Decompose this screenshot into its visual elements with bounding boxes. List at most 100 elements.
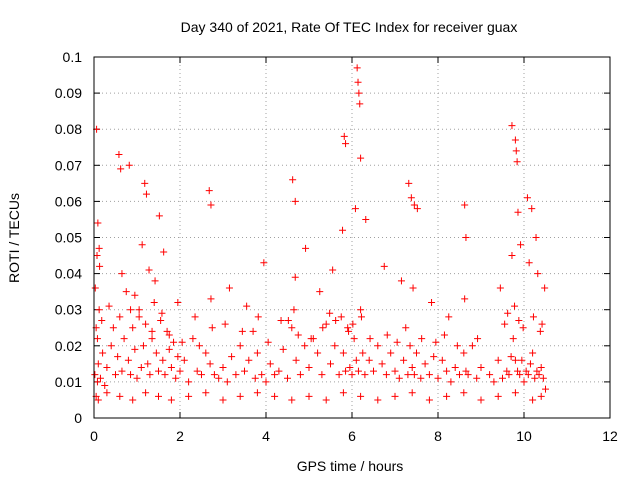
- data-point: [443, 367, 451, 375]
- x-tick-label: 2: [176, 428, 184, 444]
- data-point: [238, 327, 246, 335]
- data-point: [205, 187, 213, 195]
- data-point: [236, 342, 244, 350]
- data-point: [462, 367, 470, 375]
- x-tick-label: 10: [516, 428, 532, 444]
- data-point: [524, 371, 532, 379]
- data-point: [116, 313, 124, 321]
- data-point: [513, 158, 521, 166]
- data-point: [271, 392, 279, 400]
- y-tick-label: 0.05: [55, 230, 82, 246]
- data-point: [208, 324, 216, 332]
- data-point: [505, 371, 513, 379]
- data-point: [150, 298, 158, 306]
- data-point: [438, 356, 446, 364]
- data-point: [314, 349, 322, 357]
- x-tick-label: 8: [434, 428, 442, 444]
- chart-title: Day 340 of 2021, Rate Of TEC Index for r…: [181, 19, 518, 35]
- data-point: [395, 374, 403, 382]
- data-point: [533, 367, 541, 375]
- data-point: [407, 194, 415, 202]
- data-point: [305, 363, 313, 371]
- data-point: [342, 140, 350, 148]
- data-point: [96, 262, 104, 270]
- data-point: [167, 396, 175, 404]
- data-point: [249, 327, 257, 335]
- data-point: [253, 389, 261, 397]
- y-tick-label: 0.07: [55, 157, 82, 173]
- data-point: [91, 284, 99, 292]
- data-point: [335, 371, 343, 379]
- data-point: [135, 306, 143, 314]
- data-point: [409, 284, 417, 292]
- data-point: [354, 78, 362, 86]
- data-point: [529, 349, 537, 357]
- data-point: [221, 320, 229, 328]
- data-point: [161, 371, 169, 379]
- data-point: [99, 349, 107, 357]
- x-axis-label: GPS time / hours: [297, 458, 404, 474]
- data-point: [357, 313, 365, 321]
- data-point: [236, 392, 244, 400]
- data-point: [145, 266, 153, 274]
- data-point: [122, 288, 130, 296]
- data-point: [202, 389, 210, 397]
- plot-frame: [93, 56, 611, 419]
- data-point: [115, 150, 123, 158]
- data-point: [348, 371, 356, 379]
- data-point: [434, 374, 442, 382]
- data-point: [352, 356, 360, 364]
- data-point: [189, 335, 197, 343]
- data-point: [355, 89, 363, 97]
- data-point: [326, 309, 334, 317]
- y-tick-label: 0.03: [55, 302, 82, 318]
- data-point: [98, 317, 106, 325]
- data-point: [180, 356, 188, 364]
- data-point: [158, 309, 166, 317]
- data-point: [322, 320, 330, 328]
- data-point: [494, 392, 502, 400]
- data-point: [103, 363, 111, 371]
- data-point: [107, 342, 115, 350]
- data-point: [210, 371, 218, 379]
- data-point: [383, 331, 391, 339]
- data-point: [294, 331, 302, 339]
- data-point: [157, 317, 165, 325]
- data-point: [526, 360, 534, 368]
- data-point: [461, 295, 469, 303]
- y-tick-label: 0.08: [55, 121, 82, 137]
- data-point: [499, 374, 506, 382]
- data-point: [207, 201, 215, 209]
- data-point: [342, 367, 350, 375]
- data-point: [460, 389, 468, 397]
- data-point: [127, 371, 135, 379]
- data-point: [170, 338, 178, 346]
- data-point: [339, 349, 347, 357]
- data-point: [541, 284, 549, 292]
- data-point: [93, 335, 101, 343]
- data-point: [139, 342, 147, 350]
- data-point: [354, 367, 362, 375]
- data-point: [515, 317, 523, 325]
- data-point: [290, 306, 298, 314]
- data-point: [474, 335, 482, 343]
- data-point: [219, 396, 227, 404]
- y-tick-label: 0.04: [55, 266, 82, 282]
- data-point: [151, 277, 159, 285]
- data-point: [456, 371, 463, 379]
- data-point: [542, 385, 549, 393]
- data-point: [511, 302, 519, 310]
- data-point: [195, 342, 203, 350]
- data-point: [494, 356, 502, 364]
- data-point: [327, 360, 334, 368]
- data-point: [519, 324, 527, 332]
- data-point: [120, 335, 128, 343]
- data-point: [382, 371, 390, 379]
- data-point: [408, 363, 416, 371]
- data-point: [337, 313, 345, 321]
- data-point: [387, 349, 395, 357]
- y-tick-label: 0.06: [55, 193, 82, 209]
- data-point: [511, 356, 519, 364]
- data-point: [225, 284, 233, 292]
- data-point: [291, 197, 299, 205]
